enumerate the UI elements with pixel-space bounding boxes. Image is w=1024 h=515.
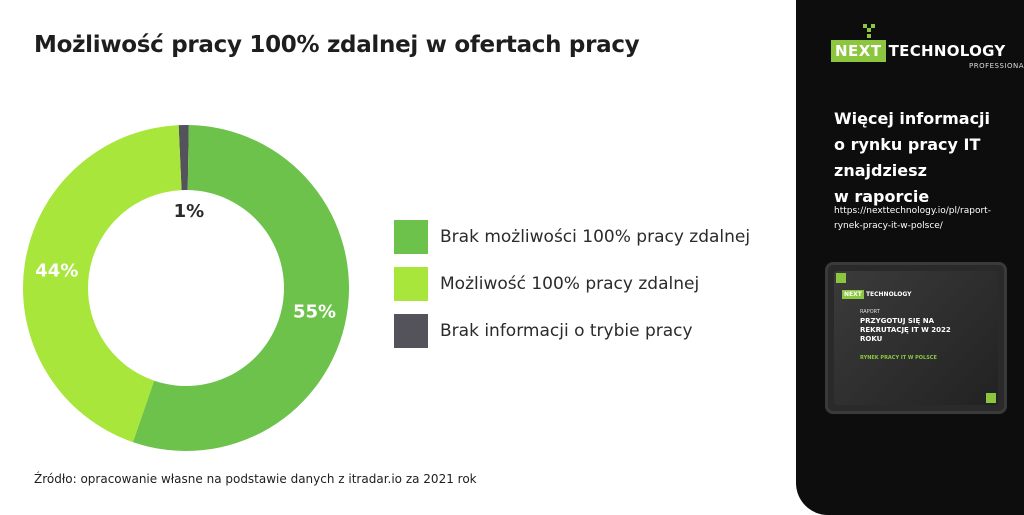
legend-label: Brak informacji o trybie pracy bbox=[440, 321, 693, 341]
legend-item: Możliwość 100% pracy zdalnej bbox=[394, 267, 750, 301]
donut-slice bbox=[22, 125, 182, 443]
chart-title: Możliwość pracy 100% zdalnej w ofertach … bbox=[34, 32, 640, 58]
tablet-screen: NEXT TECHNOLOGY RAPORT PRZYGOTUJ SIĘ NA … bbox=[834, 271, 998, 405]
legend-swatch bbox=[394, 220, 428, 254]
legend-item: Brak informacji o trybie pracy bbox=[394, 314, 750, 348]
tablet-heading: PRZYGOTUJ SIĘ NA REKRUTACJĘ IT W 2022 RO… bbox=[860, 317, 951, 343]
source-note: Źródło: opracowanie własne na podstawie … bbox=[34, 472, 477, 486]
donut-slice bbox=[178, 125, 189, 191]
logo-wordmark: TECHNOLOGY bbox=[888, 42, 1006, 60]
donut-data-label: 44% bbox=[35, 260, 78, 281]
chart-legend: Brak możliwości 100% pracy zdalnej Możli… bbox=[394, 220, 750, 361]
tablet-subheading: RYNEK PRACY IT W POLSCE bbox=[860, 355, 937, 361]
tablet-logo: NEXT TECHNOLOGY bbox=[842, 290, 912, 299]
donut-data-label: 1% bbox=[174, 201, 205, 222]
legend-swatch bbox=[394, 314, 428, 348]
legend-swatch bbox=[394, 267, 428, 301]
donut-data-label: 55% bbox=[293, 302, 336, 323]
legend-label: Brak możliwości 100% pracy zdalnej bbox=[440, 227, 751, 247]
tablet-raport: RAPORT bbox=[860, 309, 880, 315]
logo-mark: NEXT bbox=[831, 40, 886, 62]
donut-slice bbox=[132, 125, 350, 451]
legend-item: Brak możliwości 100% pracy zdalnej bbox=[394, 220, 750, 254]
report-link[interactable]: https://nexttechnology.io/pl/raport-ryne… bbox=[834, 206, 991, 231]
logo-subtitle: PROFESSIONALS bbox=[969, 62, 1024, 70]
report-tablet-image[interactable]: NEXT TECHNOLOGY RAPORT PRZYGOTUJ SIĘ NA … bbox=[825, 262, 1007, 414]
promo-text: Więcej informacji o rynku pracy IT znajd… bbox=[834, 109, 991, 206]
donut-chart: 1% 55% 44% bbox=[22, 125, 350, 451]
legend-label: Możliwość 100% pracy zdalnej bbox=[440, 274, 700, 294]
